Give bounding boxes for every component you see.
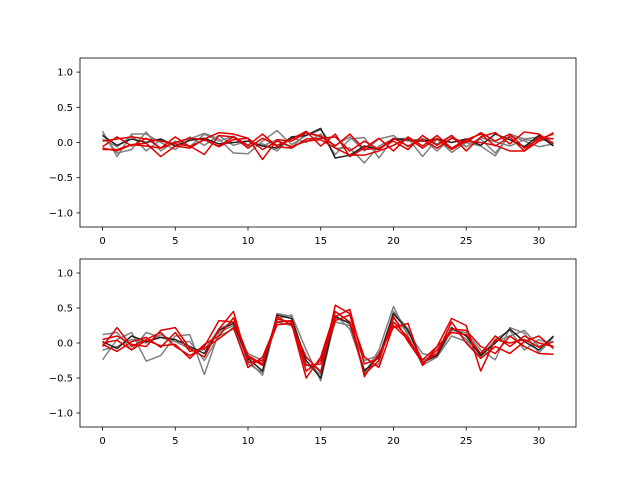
subplot-top: 0 5 10 15 20 25 30 −1.0 −0.5 0.0 0.5 1.0: [49, 57, 577, 247]
x-tick-label-0-3: 15: [314, 236, 327, 247]
x-tick-label-1-5: 25: [460, 436, 473, 447]
x-tick-label-0-0: 0: [99, 236, 105, 247]
x-tick-label-1-3: 15: [314, 436, 327, 447]
series-line-0-4: [102, 131, 554, 161]
series-line-0-7: [102, 131, 554, 156]
y-tick-label-1-4: 1.0: [57, 269, 73, 280]
y-tick-label-0-1: −0.5: [49, 173, 73, 184]
y-tick-label-1-0: −1.0: [49, 409, 73, 420]
y-tick-label-1-3: 0.5: [57, 304, 73, 315]
series-line-1-6: [102, 308, 554, 372]
y-tick-label-0-4: 1.0: [57, 68, 73, 79]
series-line-0-0: [101, 129, 554, 164]
y-tick-label-0-3: 0.5: [57, 103, 73, 114]
x-tick-label-1-2: 10: [242, 436, 255, 447]
x-tick-label-1-6: 30: [533, 436, 546, 447]
series-line-0-6: [102, 130, 554, 158]
series-line-1-5: [102, 310, 554, 379]
subplot-bottom: 0 5 10 15 20 25 30 −1.0 −0.5 0.0 0.5 1.0: [49, 258, 577, 447]
series-line-1-7: [102, 314, 554, 369]
x-tick-label-0-2: 10: [242, 236, 255, 247]
y-tick-label-1-2: 0.0: [57, 339, 73, 350]
y-tick-label-0-2: 0.0: [57, 138, 73, 149]
x-tick-label-1-0: 0: [99, 436, 105, 447]
x-tick-label-0-4: 20: [387, 236, 400, 247]
x-tick-label-0-1: 5: [172, 236, 178, 247]
x-tick-label-0-6: 30: [533, 236, 546, 247]
x-tick-label-1-1: 5: [172, 436, 178, 447]
x-tick-label-0-5: 25: [460, 236, 473, 247]
series-line-1-3: [102, 312, 554, 379]
y-tick-label-1-1: −0.5: [49, 374, 73, 385]
y-tick-label-0-0: −1.0: [49, 208, 73, 219]
x-tick-label-1-4: 20: [387, 436, 400, 447]
